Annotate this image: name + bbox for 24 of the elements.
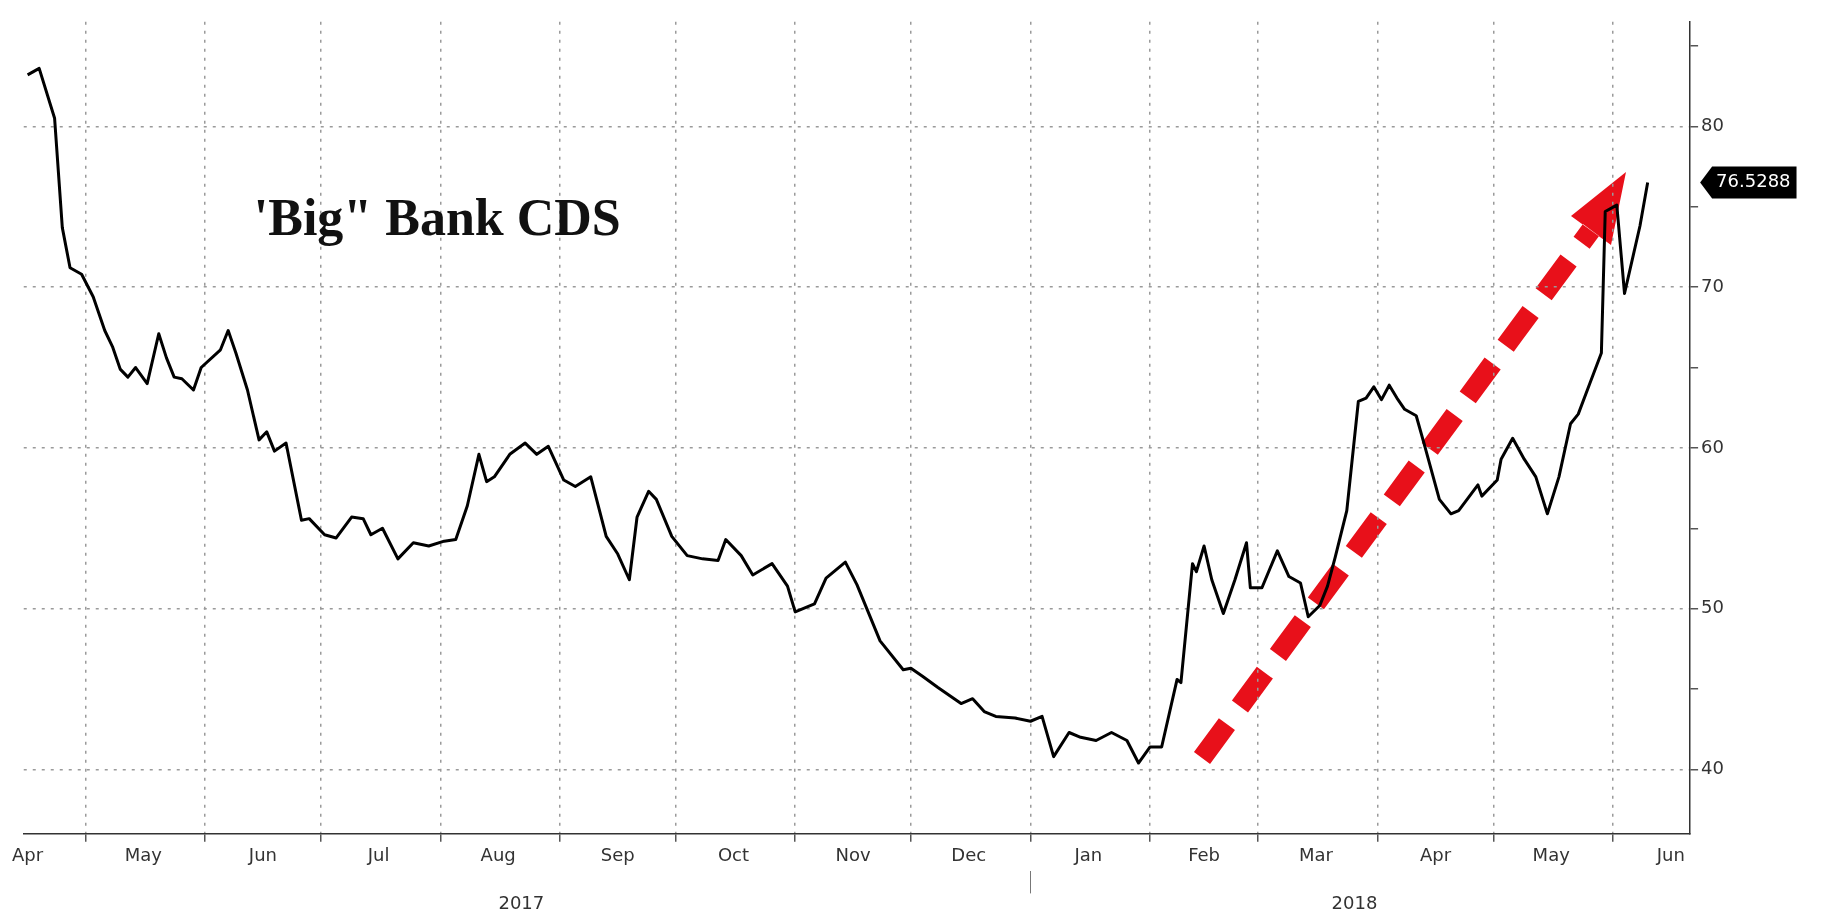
x2-tick-label: 2018 xyxy=(1331,891,1378,913)
y-tick-label: 60 xyxy=(1701,435,1724,457)
x-tick-label: Feb xyxy=(1188,844,1221,866)
y-tick-label: 70 xyxy=(1701,274,1724,296)
x-tick-label: Jun xyxy=(247,844,277,866)
x-tick-label: May xyxy=(124,844,163,866)
x-tick-label: Nov xyxy=(835,844,871,866)
text: 'Big" Bank CDS xyxy=(253,189,621,247)
x-tick-label: Mar xyxy=(1298,844,1334,866)
x2-tick-label: 2017 xyxy=(498,891,545,913)
x-tick-label: Jan xyxy=(1073,844,1103,866)
text: 76.5288 xyxy=(1716,170,1791,192)
x-tick-label: Oct xyxy=(717,844,750,866)
y-tick-label: 40 xyxy=(1701,757,1724,779)
y-tick-label: 50 xyxy=(1701,596,1724,618)
x-tick-label: Jul xyxy=(366,844,390,866)
x-tick-label: Apr xyxy=(12,844,44,866)
x-tick-label: Dec xyxy=(951,844,987,866)
x-tick-label: May xyxy=(1532,844,1571,866)
x-tick-label: Apr xyxy=(1419,844,1452,866)
y-tick-label: 80 xyxy=(1701,113,1724,135)
x-tick-label: Jun xyxy=(1655,844,1685,866)
x-tick-label: Sep xyxy=(600,844,635,866)
x-tick-label: Aug xyxy=(480,844,516,866)
